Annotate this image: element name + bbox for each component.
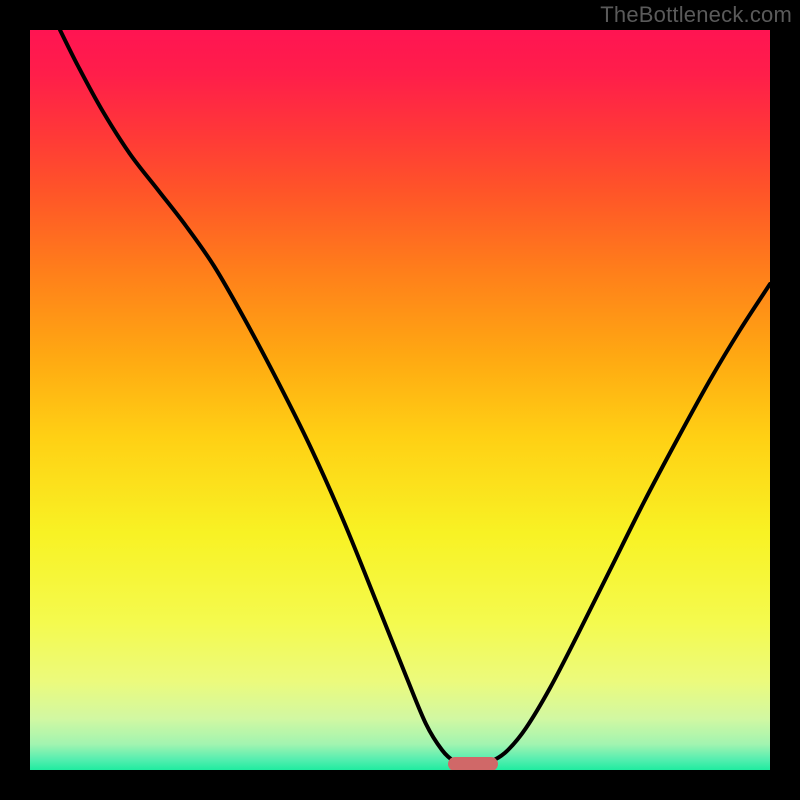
optimal-marker xyxy=(448,757,498,770)
chart-frame: TheBottleneck.com xyxy=(0,0,800,800)
watermark-text: TheBottleneck.com xyxy=(600,2,792,28)
bottleneck-curve xyxy=(30,30,770,770)
plot-area xyxy=(30,30,770,770)
